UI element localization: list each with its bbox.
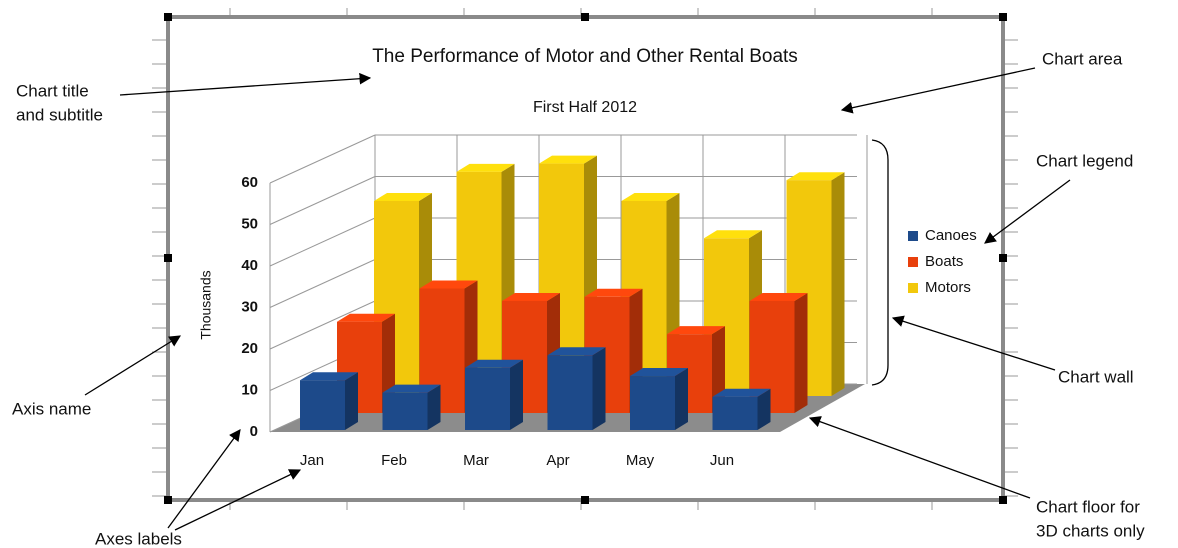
legend-swatch bbox=[908, 283, 918, 293]
axis-name: Thousands bbox=[198, 270, 214, 339]
callout-label: Chart floor for bbox=[1036, 497, 1140, 516]
y-tick-label: 40 bbox=[241, 257, 258, 274]
bar-front bbox=[382, 392, 428, 430]
grid-line bbox=[269, 217, 376, 267]
legend-label: Boats bbox=[925, 253, 963, 270]
x-tick-label: May bbox=[626, 452, 655, 469]
x-tick-label: Jan bbox=[300, 452, 324, 469]
bar bbox=[382, 384, 441, 430]
bar-side bbox=[345, 372, 358, 430]
bar-top bbox=[704, 230, 762, 239]
bar-top bbox=[667, 326, 725, 335]
y-tick-label: 50 bbox=[241, 215, 258, 232]
y-tick-label: 0 bbox=[250, 423, 258, 440]
legend-swatch bbox=[908, 231, 918, 241]
grid-line bbox=[269, 300, 376, 350]
legend-label: Motors bbox=[925, 279, 971, 296]
bar-top bbox=[300, 372, 358, 381]
grid-line bbox=[269, 134, 376, 184]
callout-label: Chart area bbox=[1042, 49, 1123, 68]
x-tick-label: Apr bbox=[546, 452, 569, 469]
bar-side bbox=[510, 359, 523, 430]
callout-label: Chart title bbox=[16, 81, 89, 100]
callout-label: Chart wall bbox=[1058, 367, 1134, 386]
bar-top bbox=[419, 280, 478, 289]
x-tick-label: Feb bbox=[381, 452, 407, 469]
bar-side bbox=[592, 347, 606, 430]
bar-side bbox=[831, 172, 845, 396]
bar-top bbox=[630, 368, 688, 377]
legend-label: Canoes bbox=[925, 227, 977, 244]
bar bbox=[465, 359, 523, 430]
y-tick-label: 30 bbox=[241, 298, 258, 315]
bar-top bbox=[456, 163, 515, 172]
bar-top bbox=[502, 292, 560, 301]
y-tick-label: 10 bbox=[241, 381, 258, 398]
bar-side bbox=[675, 368, 688, 430]
callout-label: Axes labels bbox=[95, 529, 182, 548]
bar-top bbox=[712, 388, 771, 397]
plot: 0 10 20 30 40 50 60 Jan Feb Mar Apr May Jun Canoes Boa… bbox=[241, 134, 977, 469]
bar bbox=[300, 372, 358, 430]
selection-handles bbox=[164, 13, 1007, 504]
bar-top bbox=[465, 359, 523, 368]
x-tick-label: Mar bbox=[463, 452, 489, 469]
callout-label: Chart legend bbox=[1036, 151, 1133, 170]
bar-top bbox=[337, 313, 395, 322]
bar-front bbox=[465, 367, 510, 430]
bar-top bbox=[539, 155, 597, 164]
bar-front bbox=[712, 396, 758, 430]
bar bbox=[712, 388, 771, 430]
legend-swatch bbox=[908, 257, 918, 267]
bar-top bbox=[547, 347, 606, 356]
bar-side bbox=[757, 388, 771, 430]
callout-arrows bbox=[84, 67, 1071, 531]
chart-subtitle: First Half 2012 bbox=[533, 99, 637, 116]
grid-line bbox=[269, 259, 376, 308]
callout-label: 3D charts only bbox=[1036, 521, 1145, 540]
callout-label: Axis name bbox=[12, 399, 91, 418]
chart-title: The Performance of Motor and Other Renta… bbox=[372, 46, 798, 67]
bar bbox=[630, 368, 688, 430]
bar-top bbox=[374, 192, 432, 201]
x-tick-label: Jun bbox=[710, 452, 734, 469]
y-tick-label: 20 bbox=[241, 340, 258, 357]
bar-top bbox=[749, 292, 808, 301]
bar-front bbox=[300, 380, 345, 430]
grid-line bbox=[269, 176, 376, 225]
bar-side bbox=[794, 292, 808, 413]
bar bbox=[547, 347, 606, 430]
y-tick-label: 60 bbox=[241, 174, 258, 191]
bar-top bbox=[786, 172, 845, 181]
bar-top bbox=[621, 192, 680, 201]
bar-top bbox=[584, 288, 643, 297]
bar-side bbox=[427, 384, 441, 430]
bar bbox=[704, 230, 762, 396]
bar-front bbox=[547, 355, 593, 430]
callout-label: and subtitle bbox=[16, 105, 103, 124]
bar-front bbox=[630, 376, 675, 430]
bar-top bbox=[382, 384, 441, 393]
